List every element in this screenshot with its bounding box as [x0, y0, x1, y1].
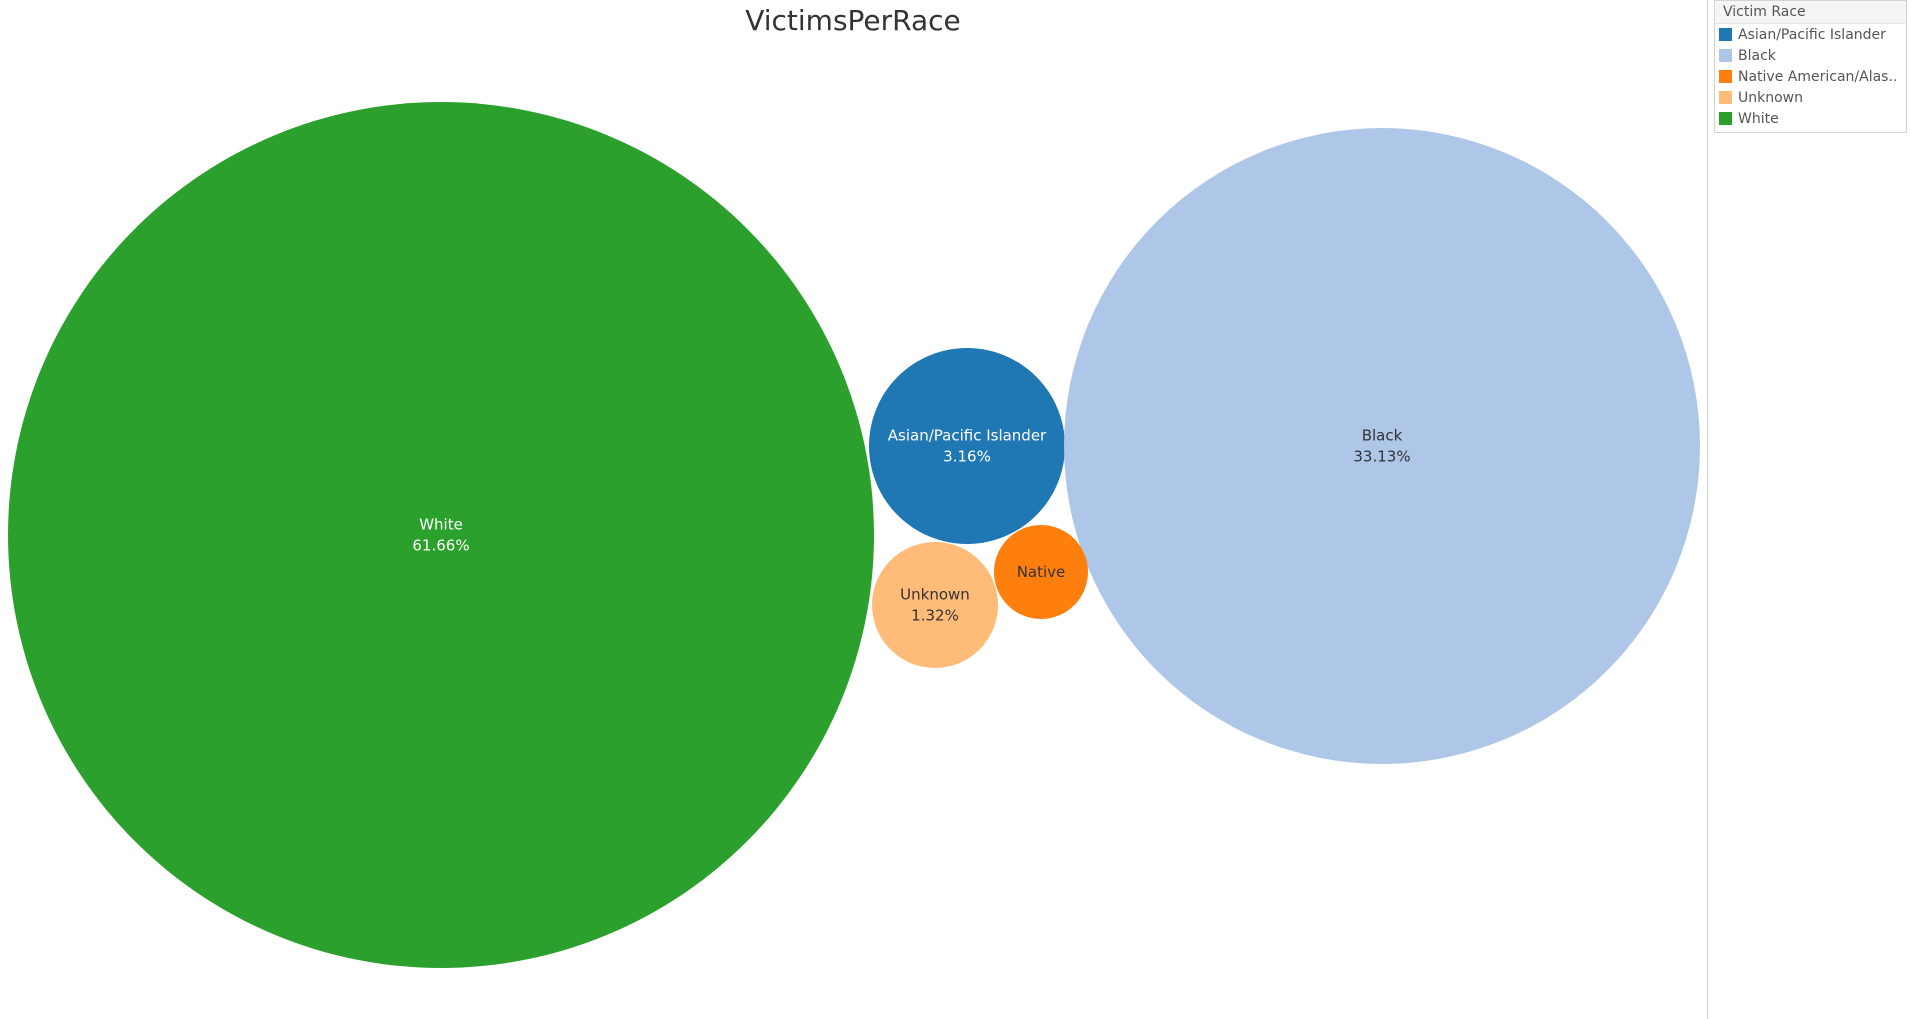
legend: Victim Race Asian/Pacific Islander Black N…	[1714, 0, 1907, 133]
bubble-unknown[interactable]	[872, 542, 998, 668]
chart-area: VictimsPerRace Asian/Pacific Islander 3.1…	[8, 4, 1700, 968]
bubble-asian-pacific-islander[interactable]	[869, 348, 1065, 544]
legend-label: Native American/Alas..	[1738, 68, 1898, 85]
legend-label: White	[1738, 110, 1779, 127]
legend-swatch	[1719, 70, 1732, 83]
bubble-label-unknown-name: Unknown	[900, 586, 970, 604]
chart-title: VictimsPerRace	[745, 4, 961, 37]
bubble-native-american-alaska-native[interactable]	[994, 525, 1088, 619]
bubble-label-white-name: White	[419, 516, 463, 534]
bubble-label-black-value: 33.13%	[1353, 448, 1410, 466]
divider	[1707, 0, 1708, 1019]
bubble-white[interactable]	[8, 102, 874, 968]
legend-swatch	[1719, 91, 1732, 104]
legend-item-unknown[interactable]: Unknown	[1715, 87, 1906, 108]
legend-label: Asian/Pacific Islander	[1738, 26, 1886, 43]
legend-label: Unknown	[1738, 89, 1803, 106]
legend-item-asian-pacific-islander[interactable]: Asian/Pacific Islander	[1715, 24, 1906, 45]
bubble-label-native-american-alaska-native-name: Native	[1017, 563, 1066, 581]
bubble-black[interactable]	[1064, 128, 1700, 764]
bubble-chart: Asian/Pacific Islander 3.16% Black 33.13% Na…	[8, 102, 1700, 968]
legend-title: Victim Race	[1715, 1, 1906, 24]
bubble-label-white-value: 61.66%	[412, 537, 469, 555]
legend-item-black[interactable]: Black	[1715, 45, 1906, 66]
legend-swatch	[1719, 28, 1732, 41]
legend-swatch	[1719, 112, 1732, 125]
bubble-label-black-name: Black	[1362, 427, 1403, 445]
legend-label: Black	[1738, 47, 1776, 64]
legend-swatch	[1719, 49, 1732, 62]
bubble-label-asian-pacific-islander-name: Asian/Pacific Islander	[888, 427, 1047, 445]
bubble-label-unknown-value: 1.32%	[911, 607, 959, 625]
legend-item-white[interactable]: White	[1715, 108, 1906, 129]
legend-items: Asian/Pacific Islander Black Native Americ…	[1715, 24, 1906, 129]
bubble-label-asian-pacific-islander-value: 3.16%	[943, 448, 991, 466]
legend-item-native-american-alaska-native[interactable]: Native American/Alas..	[1715, 66, 1906, 87]
